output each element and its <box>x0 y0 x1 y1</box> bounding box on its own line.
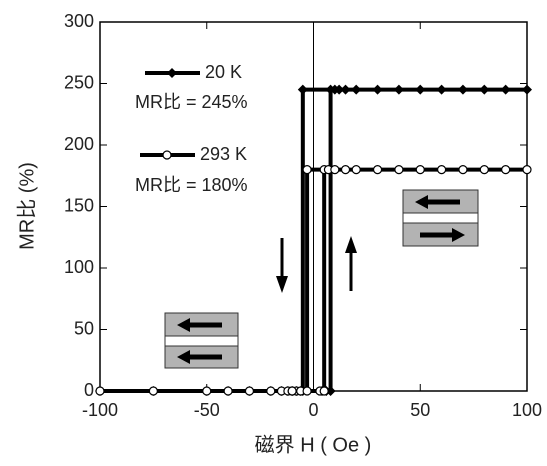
circle-marker <box>149 387 157 395</box>
circle-marker <box>352 166 360 174</box>
circle-marker <box>438 166 446 174</box>
y-tick-label: 100 <box>64 257 94 277</box>
x-tick-label: -50 <box>194 400 220 420</box>
circle-marker <box>416 166 424 174</box>
diamond-marker <box>501 85 511 95</box>
circle-marker <box>267 387 275 395</box>
circle-marker <box>303 166 311 174</box>
diamond-marker <box>437 85 447 95</box>
x-axis-label: 磁界 H ( Oe ) <box>255 433 372 456</box>
chart: 磁界 H ( Oe ) MR比 (%) MR比 = 245% MR比 = 180… <box>0 0 547 466</box>
annotation: MR比 = 180% <box>135 175 248 195</box>
x-tick-label: 0 <box>308 400 318 420</box>
diamond-marker <box>351 85 361 95</box>
diamond-marker <box>373 85 383 95</box>
y-tick-label: 150 <box>64 195 94 215</box>
circle-marker <box>374 166 382 174</box>
circle-marker <box>459 166 467 174</box>
legend-marker <box>163 151 171 159</box>
legend-marker <box>167 68 177 78</box>
y-axis-label: MR比 (%) <box>15 162 38 250</box>
sweep-arrow <box>276 236 357 293</box>
annotation: MR比 = 245% <box>135 92 248 112</box>
x-tick-label: -100 <box>82 400 118 420</box>
x-tick-label: 50 <box>410 400 430 420</box>
magnet-box <box>403 190 478 246</box>
circle-marker <box>502 166 510 174</box>
y-tick-label: 250 <box>64 72 94 92</box>
y-tick-label: 0 <box>84 380 94 400</box>
diamond-marker <box>394 85 404 95</box>
circle-marker <box>320 387 328 395</box>
diamond-marker <box>479 85 489 95</box>
circle-marker <box>288 387 296 395</box>
magnet-box <box>165 313 238 368</box>
diamond-marker <box>522 85 532 95</box>
circle-marker <box>245 387 253 395</box>
y-tick-label: 200 <box>64 134 94 154</box>
circle-marker <box>342 166 350 174</box>
circle-marker <box>395 166 403 174</box>
x-tick-label: 100 <box>512 400 542 420</box>
diamond-marker <box>341 85 351 95</box>
diamond-marker <box>458 85 468 95</box>
diamond-marker <box>298 85 308 95</box>
legend-label: 20 K <box>205 62 242 82</box>
circle-marker <box>203 387 211 395</box>
circle-marker <box>224 387 232 395</box>
circle-marker <box>480 166 488 174</box>
circle-marker <box>523 166 531 174</box>
y-tick-label: 300 <box>64 11 94 31</box>
circle-marker <box>331 166 339 174</box>
y-tick-label: 50 <box>74 318 94 338</box>
circle-marker <box>96 387 104 395</box>
circle-marker <box>303 387 311 395</box>
legend-label: 293 K <box>200 144 247 164</box>
diamond-marker <box>415 85 425 95</box>
